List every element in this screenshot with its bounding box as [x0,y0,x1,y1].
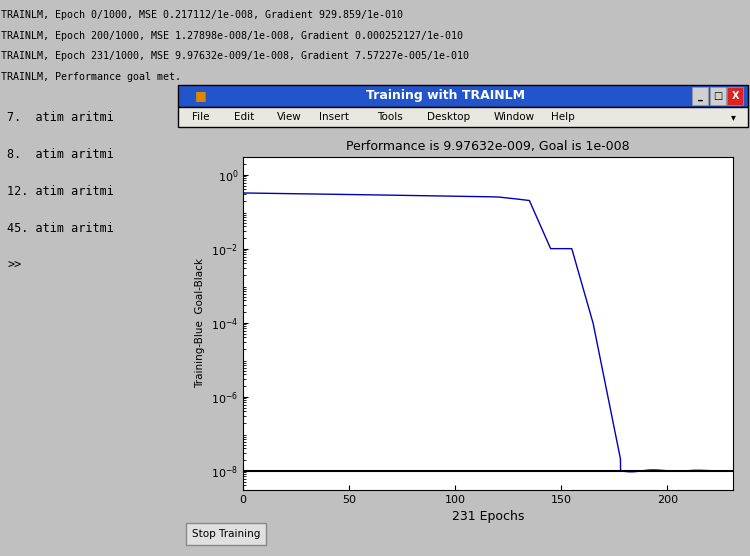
Text: 12. atim aritmi: 12. atim aritmi [7,185,114,198]
Text: 7.  atim aritmi: 7. atim aritmi [7,111,114,123]
Text: Stop Training: Stop Training [192,529,260,539]
Text: ▾: ▾ [731,112,736,122]
FancyBboxPatch shape [692,87,708,105]
Text: Tools: Tools [377,112,403,122]
Text: X: X [732,91,740,101]
FancyBboxPatch shape [710,87,726,105]
Text: TRAINLM, Epoch 200/1000, MSE 1.27898e-008/1e-008, Gradient 0.000252127/1e-010: TRAINLM, Epoch 200/1000, MSE 1.27898e-00… [2,31,464,41]
Text: Insert: Insert [319,112,349,122]
Text: Training with TRAINLM: Training with TRAINLM [367,90,526,102]
FancyBboxPatch shape [178,107,748,127]
Text: TRAINLM, Epoch 231/1000, MSE 9.97632e-009/1e-008, Gradient 7.57227e-005/1e-010: TRAINLM, Epoch 231/1000, MSE 9.97632e-00… [2,52,470,62]
Text: Help: Help [551,112,575,122]
Text: 45. atim aritmi: 45. atim aritmi [7,222,114,235]
Text: View: View [277,112,302,122]
Text: ■: ■ [195,90,207,102]
Text: TRAINLM, Epoch 0/1000, MSE 0.217112/1e-008, Gradient 929.859/1e-010: TRAINLM, Epoch 0/1000, MSE 0.217112/1e-0… [2,10,404,20]
FancyBboxPatch shape [728,87,743,105]
FancyBboxPatch shape [178,85,748,107]
Text: _: _ [698,91,703,101]
Text: File: File [192,112,210,122]
Text: 8.  atim aritmi: 8. atim aritmi [7,148,114,161]
Text: Edit: Edit [235,112,255,122]
Text: □: □ [713,91,722,101]
Y-axis label: Training-Blue  Goal-Black: Training-Blue Goal-Black [195,259,206,389]
Title: Performance is 9.97632e-009, Goal is 1e-008: Performance is 9.97632e-009, Goal is 1e-… [346,140,630,153]
FancyBboxPatch shape [186,523,266,545]
Text: TRAINLM, Performance goal met.: TRAINLM, Performance goal met. [2,72,182,82]
Text: Window: Window [494,112,534,122]
Text: >>: >> [7,259,21,272]
X-axis label: 231 Epochs: 231 Epochs [452,510,524,523]
Text: Desktop: Desktop [427,112,470,122]
